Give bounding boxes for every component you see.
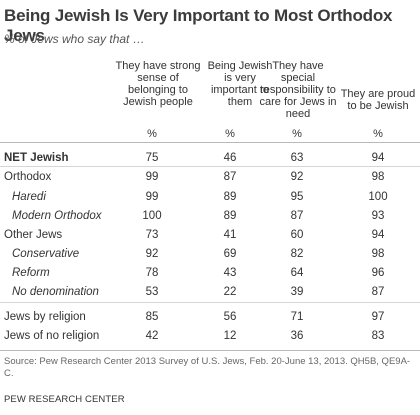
- table-cell: 22: [223, 286, 237, 298]
- row-label: Conservative: [12, 248, 80, 260]
- table-cell: 98: [371, 171, 385, 183]
- table-cell: 94: [371, 229, 385, 241]
- table-row: Jews by religion 85 56 71 97: [0, 311, 420, 331]
- table-cell: 78: [145, 267, 159, 279]
- table-cell: 75: [145, 152, 159, 164]
- table-cell: 87: [223, 171, 237, 183]
- table-cell: 87: [290, 210, 304, 222]
- table-cell: 82: [290, 248, 304, 260]
- table-cell: 83: [371, 330, 385, 342]
- table-cell: 41: [223, 229, 237, 241]
- table-cell: 63: [290, 152, 304, 164]
- chart-subtitle: % of Jews who say that …: [4, 32, 145, 46]
- table-cell: 100: [142, 210, 162, 222]
- table-cell: 94: [371, 152, 385, 164]
- table-cell: 93: [371, 210, 385, 222]
- row-label: NET Jewish: [4, 152, 69, 164]
- religion-divider: [0, 302, 420, 303]
- credit-line: PEW RESEARCH CENTER: [4, 394, 125, 405]
- table-cell: 98: [371, 248, 385, 260]
- column-header-responsibility: They have special responsibility to care…: [259, 60, 337, 120]
- table-cell: 99: [145, 191, 159, 203]
- row-label: Orthodox: [4, 171, 52, 183]
- table-row: Conservative 92 69 82 98: [0, 248, 420, 268]
- chart-title: Being Jewish Is Very Important to Most O…: [4, 6, 393, 45]
- table-cell: 64: [290, 267, 304, 279]
- table-row: No denomination 53 22 39 87: [0, 286, 420, 306]
- table-row: Modern Orthodox 100 89 87 93: [0, 210, 420, 230]
- table-cell: 87: [371, 286, 385, 298]
- table-cell: 71: [290, 311, 304, 323]
- table-cell: 60: [290, 229, 304, 241]
- table-cell: 42: [145, 330, 159, 342]
- row-label: No denomination: [12, 286, 99, 298]
- table-cell: 12: [223, 330, 237, 342]
- table-cell: 96: [371, 267, 385, 279]
- table-row: NET Jewish 75 46 63 94: [0, 152, 420, 172]
- row-label: Reform: [12, 267, 50, 279]
- table-cell: 99: [145, 171, 159, 183]
- column-header-important: Being Jewish is very important to them: [207, 60, 273, 108]
- table-row: Haredi 99 89 95 100: [0, 191, 420, 211]
- table-cell: 95: [290, 191, 304, 203]
- net-divider: [0, 166, 420, 167]
- table-row: Reform 78 43 64 96: [0, 267, 420, 287]
- row-label: Jews by religion: [4, 311, 86, 323]
- row-label: Modern Orthodox: [12, 210, 102, 222]
- table-cell: 53: [145, 286, 159, 298]
- column-unit-important: %: [225, 128, 235, 140]
- row-label: Other Jews: [4, 229, 63, 241]
- header-divider: [0, 142, 420, 143]
- table-cell: 43: [223, 267, 237, 279]
- column-header-belonging: They have strong sense of belonging to J…: [115, 60, 201, 108]
- table-cell: 56: [223, 311, 237, 323]
- table-cell: 36: [290, 330, 304, 342]
- table-cell: 92: [145, 248, 159, 260]
- table-cell: 97: [371, 311, 385, 323]
- table-row: Jews of no religion 42 12 36 83: [0, 330, 420, 350]
- table-cell: 92: [290, 171, 304, 183]
- row-label: Haredi: [12, 191, 46, 203]
- column-unit-belonging: %: [147, 128, 157, 140]
- table-cell: 85: [145, 311, 159, 323]
- footer-divider: [0, 350, 420, 351]
- table-cell: 73: [145, 229, 159, 241]
- table-cell: 69: [223, 248, 237, 260]
- table-cell: 89: [223, 210, 237, 222]
- column-unit-proud: %: [373, 128, 383, 140]
- table-row: Orthodox 99 87 92 98: [0, 171, 420, 191]
- table-cell: 46: [223, 152, 237, 164]
- column-unit-responsibility: %: [292, 128, 302, 140]
- table-row: Other Jews 73 41 60 94: [0, 229, 420, 249]
- table-cell: 100: [368, 191, 388, 203]
- source-note: Source: Pew Research Center 2013 Survey …: [4, 356, 411, 379]
- table-cell: 89: [223, 191, 237, 203]
- row-label: Jews of no religion: [4, 330, 100, 342]
- column-header-proud: They are proud to be Jewish: [340, 88, 416, 112]
- table-cell: 39: [290, 286, 304, 298]
